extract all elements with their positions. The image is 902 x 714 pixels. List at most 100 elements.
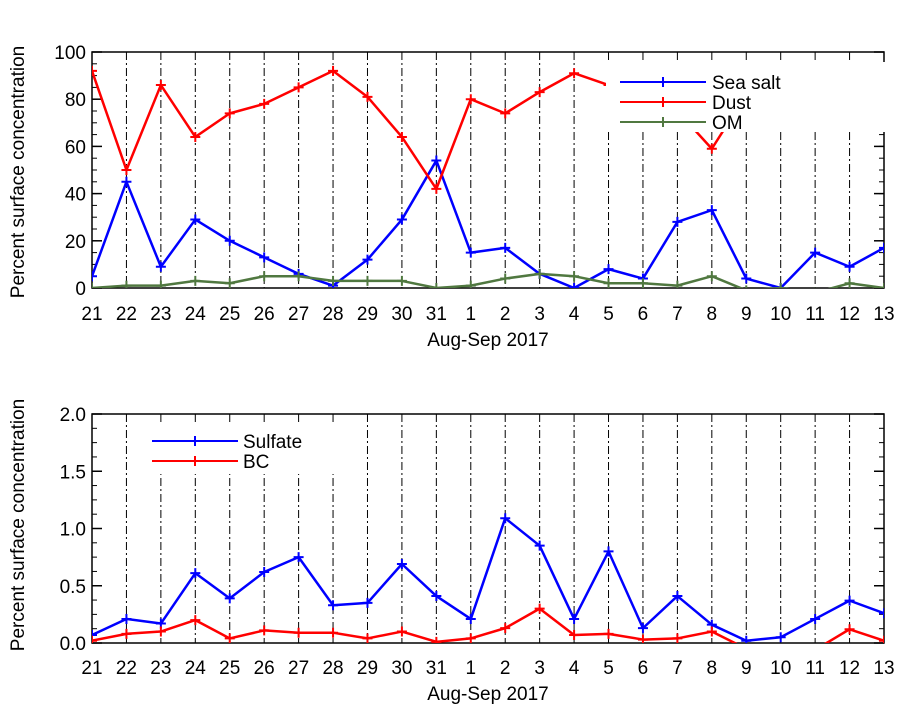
data-point	[431, 183, 442, 194]
data-point	[810, 613, 821, 624]
x-tick-label: 29	[357, 658, 378, 679]
x-tick-label: 6	[638, 304, 649, 325]
legend-background	[606, 62, 890, 132]
series-line	[92, 607, 884, 643]
data-point	[741, 273, 752, 284]
data-point	[844, 595, 855, 606]
x-tick-label: 26	[254, 658, 275, 679]
data-point	[259, 98, 270, 109]
data-point	[259, 567, 270, 578]
data-point	[121, 613, 132, 624]
x-tick-label: 13	[873, 658, 894, 679]
x-tick-label: 22	[116, 658, 137, 679]
data-point	[879, 283, 884, 288]
data-point	[603, 546, 614, 557]
y-tick-label: 1.5	[60, 462, 86, 483]
data-point	[190, 275, 201, 286]
data-point	[293, 627, 304, 638]
y-tick-label: 0	[75, 279, 86, 300]
data-point	[92, 283, 97, 288]
x-tick-label: 31	[426, 658, 447, 679]
data-point	[224, 235, 235, 246]
data-point	[190, 214, 201, 225]
data-point	[465, 94, 476, 105]
y-tick-label: 100	[54, 43, 86, 64]
legend-label: OM	[712, 113, 743, 134]
data-point	[259, 252, 270, 263]
x-tick-label: 11	[805, 304, 825, 325]
x-tick-label: 1	[465, 304, 476, 325]
data-point	[121, 176, 132, 187]
y-tick-label: 0.0	[60, 634, 86, 655]
data-point	[603, 278, 614, 288]
data-point	[362, 275, 373, 286]
data-point	[431, 591, 442, 602]
data-point	[637, 634, 648, 643]
x-tick-label: 2	[500, 658, 511, 679]
data-point	[121, 165, 132, 175]
x-tick-label: 28	[322, 658, 343, 679]
data-point	[569, 271, 580, 282]
data-point	[569, 629, 580, 640]
data-point	[362, 254, 373, 265]
data-point	[844, 278, 855, 288]
data-point	[92, 635, 97, 643]
x-tick-label: 8	[707, 658, 718, 679]
data-point	[775, 283, 786, 288]
data-point	[534, 540, 545, 551]
data-point	[431, 283, 442, 288]
data-point	[190, 615, 201, 626]
data-point	[810, 645, 820, 655]
y-tick-label: 80	[65, 90, 86, 111]
data-point	[328, 627, 339, 638]
x-tick-label: 22	[116, 304, 137, 325]
x-tick-label: 26	[254, 304, 275, 325]
legend-label: Dust	[712, 93, 752, 114]
data-point	[293, 82, 304, 93]
x-tick-label: 25	[219, 658, 240, 679]
data-point	[328, 600, 339, 611]
data-point	[224, 108, 235, 119]
x-tick-label: 27	[288, 658, 309, 679]
x-tick-label: 24	[185, 304, 207, 325]
data-point	[328, 65, 339, 76]
data-point	[534, 87, 545, 98]
data-point	[224, 278, 235, 288]
data-point	[465, 613, 476, 624]
data-point	[741, 644, 751, 654]
data-point	[465, 633, 476, 643]
data-point	[362, 633, 373, 643]
x-tick-label: 3	[534, 658, 545, 679]
data-point	[603, 264, 614, 275]
x-tick-label: 9	[741, 658, 752, 679]
series-line	[92, 516, 884, 642]
x-tick-label: 27	[288, 304, 309, 325]
data-point	[844, 261, 855, 272]
y-tick-label: 1.0	[60, 520, 86, 541]
data-point	[293, 552, 304, 563]
data-point	[155, 626, 166, 637]
x-tick-label: 1	[465, 658, 476, 679]
data-point	[362, 91, 373, 102]
data-point	[396, 214, 407, 225]
data-point	[500, 108, 511, 119]
data-point	[500, 623, 511, 634]
legend-label: Sea salt	[712, 73, 781, 94]
data-point	[879, 608, 884, 619]
data-point	[569, 283, 580, 288]
legend-background	[142, 424, 342, 474]
x-tick-label: 6	[638, 658, 649, 679]
data-point	[155, 261, 166, 272]
chart-panel-2: 0.00.51.01.52.021 22 23 24 25 26 27 28 29 30 31 1 2 3…	[8, 399, 895, 705]
data-point	[637, 623, 648, 634]
x-tick-label: 7	[672, 658, 683, 679]
x-tick-label: 21	[81, 658, 102, 679]
data-point	[706, 205, 717, 216]
data-point	[431, 155, 442, 166]
data-point	[396, 275, 407, 286]
x-axis-title: Aug-Sep 2017	[427, 330, 549, 351]
